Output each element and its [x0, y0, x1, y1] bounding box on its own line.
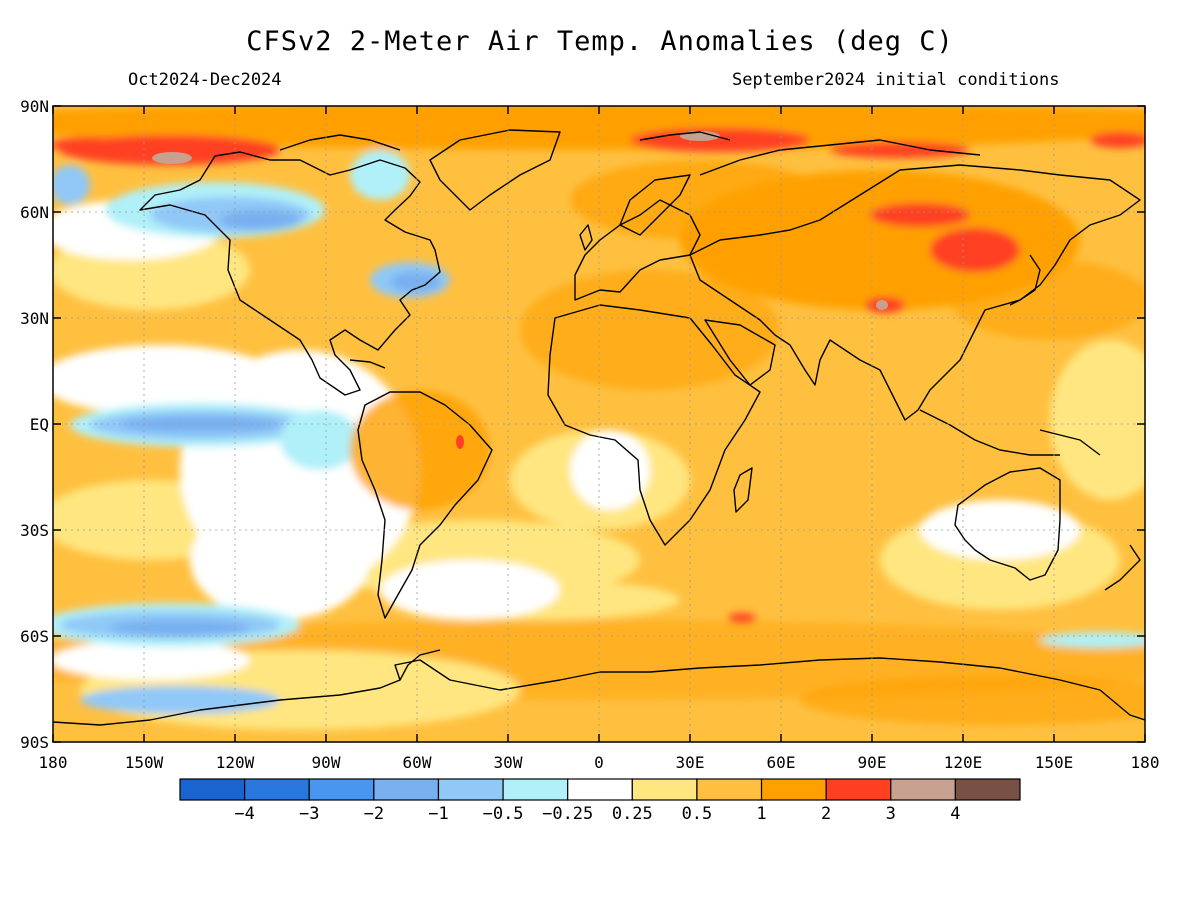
colorbar-swatch — [760, 778, 827, 801]
forecast-period: Oct2024-Dec2024 — [128, 70, 282, 90]
lat-label: 30N — [20, 309, 49, 328]
colorbar-label: 2 — [821, 804, 831, 824]
lon-label: 60W — [403, 753, 432, 772]
lat-label: 60N — [20, 203, 49, 222]
colorbar-swatch — [308, 778, 375, 801]
chart-title: CFSv2 2-Meter Air Temp. Anomalies (deg C… — [246, 26, 954, 57]
colorbar-label: −0.25 — [542, 804, 593, 824]
colorbar-swatch — [179, 778, 246, 801]
lon-label: 30W — [494, 753, 523, 772]
lat-label: 30S — [20, 521, 49, 540]
colorbar-labels: −4 −3 −2 −1 −0.5 −0.25 0.25 0.5 1 2 3 4 — [234, 804, 960, 824]
colorbar-label: 0.25 — [612, 804, 653, 824]
colorbar-label: −2 — [364, 804, 384, 824]
colorbar-label: 4 — [950, 804, 960, 824]
colorbar-swatch — [502, 778, 569, 801]
lat-label: EQ — [30, 415, 49, 434]
lat-label: 90S — [20, 733, 49, 752]
colorbar-swatch — [373, 778, 440, 801]
lat-label: 60S — [20, 627, 49, 646]
initial-conditions: September2024 initial conditions — [732, 70, 1060, 90]
graticule — [53, 106, 1145, 742]
lon-label: 180 — [39, 753, 68, 772]
colorbar-swatch — [696, 778, 763, 801]
colorbar-swatch — [244, 778, 310, 801]
colorbar — [179, 778, 1021, 801]
anomaly-field — [53, 106, 1145, 742]
colorbar-swatch — [890, 778, 956, 801]
colorbar-label: 1 — [756, 804, 766, 824]
latitude-labels: 90N 60N 30N EQ 30S 60S 90S — [20, 97, 49, 752]
colorbar-swatch — [567, 778, 633, 801]
lon-label: 0 — [594, 753, 604, 772]
colorbar-label: 3 — [886, 804, 896, 824]
lon-label: 60E — [767, 753, 796, 772]
lon-label: 120W — [216, 753, 255, 772]
lon-label: 150W — [125, 753, 164, 772]
lon-label: 90E — [858, 753, 887, 772]
colorbar-label: −1 — [428, 804, 448, 824]
lon-label: 90W — [312, 753, 341, 772]
lon-label: 30E — [676, 753, 705, 772]
colorbar-label: 0.5 — [682, 804, 713, 824]
colorbar-label: −0.5 — [483, 804, 524, 824]
lat-label: 90N — [20, 97, 49, 116]
lon-label: 180 — [1131, 753, 1160, 772]
colorbar-label: −3 — [299, 804, 319, 824]
colorbar-swatch — [954, 778, 1021, 801]
colorbar-swatch — [631, 778, 698, 801]
colorbar-swatch — [437, 778, 504, 801]
colorbar-label: −4 — [234, 804, 254, 824]
lon-label: 150E — [1035, 753, 1074, 772]
longitude-labels: 180 150W 120W 90W 60W 30W 0 30E 60E 90E 120E 150E 18… — [39, 753, 1160, 772]
lon-label: 120E — [944, 753, 983, 772]
axis-ticks — [52, 105, 1146, 743]
colorbar-swatch — [825, 778, 892, 801]
